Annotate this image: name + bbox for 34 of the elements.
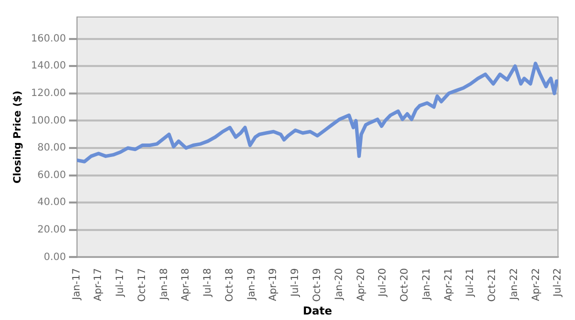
y-tick-label: 20.00 — [37, 224, 66, 236]
y-tick-label: 100.00 — [30, 115, 66, 126]
x-tick-label: Jul-21 — [465, 268, 476, 298]
x-tick-label: Jul-22 — [552, 268, 564, 298]
x-tick-label: Jan-20 — [334, 268, 346, 301]
y-tick-label: 60.00 — [37, 170, 66, 181]
x-tick-label: Oct-17 — [137, 268, 148, 302]
x-tick-label: Jul-18 — [202, 268, 214, 298]
x-tick-label: Jan-18 — [159, 268, 170, 301]
x-tick-label: Jan-19 — [246, 268, 258, 301]
y-tick-label: 120.00 — [30, 88, 66, 100]
x-tick-label: Oct-18 — [224, 268, 236, 302]
x-tick-label: Apr-21 — [443, 268, 454, 302]
x-tick-label: Apr-20 — [356, 268, 367, 302]
y-tick-label: 40.00 — [37, 197, 66, 208]
x-tick-label: Jan-17 — [72, 268, 83, 301]
x-tick-label: Jul-17 — [114, 268, 126, 298]
y-tick-label: 160.00 — [30, 33, 66, 44]
x-tick-label: Oct-20 — [400, 268, 411, 302]
x-tick-label: Apr-17 — [93, 268, 104, 302]
y-tick-label: 80.00 — [37, 142, 66, 154]
x-axis-title: Date — [302, 304, 332, 318]
x-tick-label: Jul-20 — [378, 268, 389, 298]
y-tick-label: 140.00 — [30, 60, 66, 72]
x-tick-label: Jan-22 — [509, 268, 520, 301]
y-axis-title: Closing Price ($) — [12, 90, 24, 184]
x-tick-label: Jul-19 — [290, 268, 301, 298]
x-tick-label: Apr-22 — [530, 268, 542, 302]
x-tick-label: Apr-18 — [180, 268, 192, 302]
x-tick-label: Oct-21 — [487, 268, 498, 302]
x-tick-label: Oct-19 — [312, 268, 323, 302]
y-tick-label: 0.00 — [44, 252, 66, 263]
x-tick-label: Apr-19 — [268, 268, 280, 302]
x-tick-label: Jan-21 — [422, 268, 433, 301]
